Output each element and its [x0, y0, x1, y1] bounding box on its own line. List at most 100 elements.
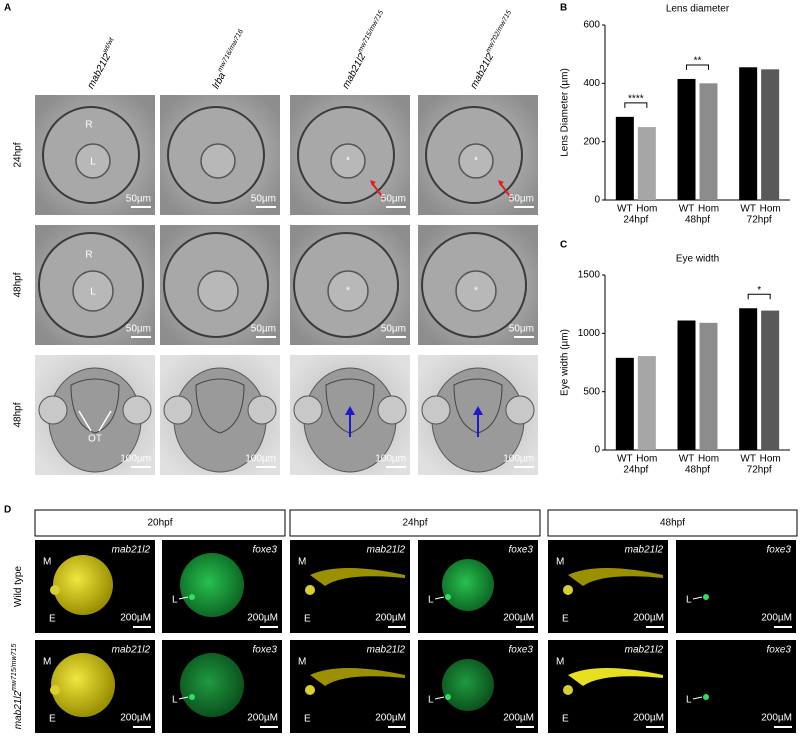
stage-label: 20hpf — [147, 518, 172, 529]
arrow-head — [498, 180, 504, 186]
marker: L — [428, 695, 434, 706]
bar — [615, 116, 634, 200]
marker: L — [172, 595, 178, 606]
bar — [699, 83, 718, 200]
scale-label: 100µm — [120, 454, 151, 465]
label-base: Wild type — [13, 566, 24, 608]
sig-label: * — [757, 285, 761, 296]
marker: * — [474, 156, 478, 167]
gene-label: mab21l2 — [112, 545, 151, 556]
scale-label: 50µm — [126, 324, 151, 335]
scale-label: 200µM — [247, 613, 278, 624]
gene-label: mab21l2 — [112, 645, 151, 656]
bar — [637, 356, 656, 450]
eye — [163, 395, 193, 425]
panel-letter: D — [4, 505, 11, 516]
gene-label: foxe3 — [767, 645, 792, 656]
row-label: 24hpf — [13, 142, 24, 167]
arrow — [78, 410, 92, 432]
marker: OT — [88, 434, 102, 445]
eye — [122, 395, 152, 425]
lens-signal — [703, 594, 709, 600]
scale-label: 200µM — [247, 713, 278, 724]
row-label: 48hpf — [13, 272, 24, 297]
bar — [739, 67, 758, 201]
label-base: lrba — [210, 70, 228, 90]
stage-box — [34, 509, 286, 537]
marker: L — [428, 595, 434, 606]
marker: R — [85, 120, 92, 131]
marker: L — [686, 695, 692, 706]
arrow — [692, 596, 703, 600]
eye-signal — [563, 585, 573, 595]
lens-signal — [703, 694, 709, 700]
bar — [761, 69, 780, 200]
arrow — [178, 596, 189, 600]
y-tick-label: 1500 — [578, 270, 601, 281]
scale-label: 200µM — [761, 613, 792, 624]
marker: E — [49, 714, 56, 725]
yolk — [180, 553, 244, 617]
lens — [197, 270, 239, 312]
sig-label: **** — [628, 94, 644, 105]
group-label: 48hpf — [685, 215, 710, 226]
gene-label: mab21l2 — [625, 545, 664, 556]
x-tick-label: WT — [740, 454, 756, 465]
eye-signal — [305, 585, 315, 595]
x-tick-label: WT — [617, 204, 633, 215]
marker: M — [298, 657, 306, 668]
row-label: 48hpf — [13, 402, 24, 427]
label: mab21l2mw715/mw715 — [11, 644, 23, 730]
group-label: 72hpf — [747, 465, 772, 476]
y-tick-label: 0 — [594, 445, 600, 456]
x-tick-label: Hom — [698, 454, 719, 465]
scale-label: 200µM — [120, 613, 151, 624]
y-tick-label: 600 — [583, 20, 600, 31]
lens — [200, 143, 236, 179]
y-tick-label: 0 — [594, 195, 600, 206]
marker: E — [562, 614, 569, 625]
y-tick-label: 400 — [583, 78, 600, 89]
marker: R — [85, 250, 92, 261]
marker: L — [172, 695, 178, 706]
label-sup: mw715/mw715 — [11, 644, 18, 691]
eye — [38, 395, 68, 425]
sig-bracket — [624, 102, 648, 108]
yolk — [51, 653, 115, 717]
marker: E — [49, 614, 56, 625]
scale-label: 200µM — [503, 613, 534, 624]
tectum — [70, 378, 120, 434]
tectum — [195, 378, 245, 434]
marker: M — [556, 557, 564, 568]
yolk — [53, 555, 113, 615]
sig-bracket — [747, 293, 771, 300]
y-tick-label: 1000 — [578, 328, 601, 339]
panel-letter: B — [560, 3, 567, 14]
y-tick-label: 200 — [583, 136, 600, 147]
micrograph: * 50µm — [290, 225, 410, 345]
eye-signal — [50, 685, 60, 695]
x-tick-label: WT — [740, 204, 756, 215]
lens — [72, 270, 114, 312]
marker: * — [346, 156, 350, 167]
stage-label: 48hpf — [660, 518, 685, 529]
label: mab21l2mw715/mw715 — [339, 9, 390, 90]
gene-label: mab21l2 — [625, 645, 664, 656]
marker: L — [686, 595, 692, 606]
eye — [377, 395, 407, 425]
sig-bracket — [686, 64, 709, 70]
scale-label: 100µm — [245, 454, 276, 465]
y-axis-label: Lens Diameter (µm) — [560, 68, 571, 157]
eye — [421, 395, 451, 425]
arrow — [692, 696, 703, 700]
eye-signal — [50, 585, 60, 595]
micrograph: 50µm — [160, 95, 280, 215]
label: mab21l2mw702/mw715 — [467, 9, 518, 90]
arrow-head — [370, 180, 376, 186]
yolk — [180, 653, 244, 717]
gene-label: foxe3 — [253, 645, 278, 656]
